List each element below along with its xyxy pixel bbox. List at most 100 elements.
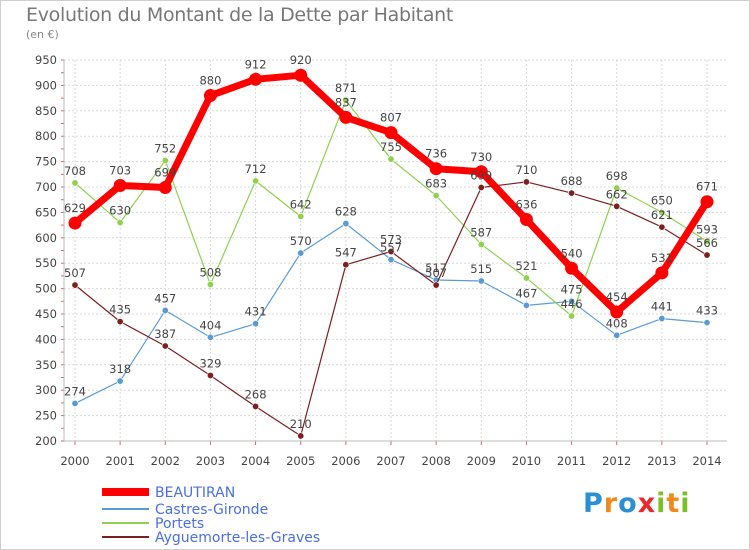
chart-title: Evolution du Montant de la Dette par Hab… — [26, 4, 454, 26]
data-label: 454 — [606, 290, 628, 304]
data-point — [565, 261, 579, 275]
data-point — [703, 319, 711, 327]
data-label: 712 — [245, 162, 267, 176]
data-point — [116, 377, 124, 385]
data-point — [700, 195, 714, 209]
logo-letter: r — [603, 488, 619, 519]
logo-letter: i — [656, 488, 667, 519]
data-label: 507 — [64, 266, 86, 280]
chart-subtitle: (en €) — [26, 28, 59, 41]
data-label: 837 — [335, 95, 357, 109]
data-label: 671 — [696, 180, 718, 194]
data-label: 475 — [561, 282, 583, 296]
data-point — [432, 192, 440, 200]
data-point — [116, 318, 124, 326]
data-label: 628 — [335, 205, 357, 219]
x-tick-label: 2008 — [422, 454, 451, 468]
data-point — [206, 333, 214, 341]
data-label: 540 — [561, 246, 583, 260]
data-point — [477, 277, 485, 285]
y-tick-label: 350 — [35, 358, 57, 372]
data-point — [342, 96, 350, 104]
data-point — [249, 72, 263, 86]
data-label: 573 — [380, 233, 402, 247]
logo-letter: i — [680, 488, 691, 519]
data-point — [158, 181, 172, 195]
x-tick-label: 2010 — [512, 454, 541, 468]
data-label: 703 — [109, 163, 131, 177]
x-tick-label: 2009 — [467, 454, 496, 468]
data-point — [613, 331, 621, 339]
data-point — [568, 189, 576, 197]
x-tick-label: 2005 — [286, 454, 315, 468]
data-point — [655, 266, 669, 280]
data-label: 404 — [199, 318, 221, 332]
data-label: 517 — [425, 261, 447, 275]
y-tick-label: 650 — [35, 205, 57, 219]
data-point — [339, 110, 353, 124]
data-point — [387, 248, 395, 256]
data-label: 710 — [515, 163, 537, 177]
x-tick-label: 2003 — [196, 454, 225, 468]
data-point — [519, 213, 533, 227]
data-label: 431 — [245, 305, 267, 319]
x-tick-label: 2000 — [60, 454, 89, 468]
y-tick-label: 950 — [35, 53, 57, 67]
data-label: 508 — [199, 266, 221, 280]
data-point — [568, 297, 576, 305]
data-label: 329 — [199, 356, 221, 370]
data-point — [522, 301, 530, 309]
data-label: 515 — [470, 262, 492, 276]
data-label: 587 — [470, 225, 492, 239]
data-label: 441 — [651, 300, 673, 314]
data-point — [387, 155, 395, 163]
x-tick-label: 2001 — [106, 454, 135, 468]
data-point — [297, 212, 305, 220]
data-point — [477, 240, 485, 248]
legend-label: Castres-Gironde — [155, 502, 268, 518]
data-label: 521 — [515, 259, 537, 273]
data-label: 433 — [696, 304, 718, 318]
data-point — [161, 157, 169, 165]
data-label: 435 — [109, 303, 131, 317]
data-point — [342, 261, 350, 269]
data-point — [161, 306, 169, 314]
y-tick-label: 450 — [35, 307, 57, 321]
data-point — [568, 312, 576, 320]
y-tick-label: 550 — [35, 256, 57, 270]
x-tick-label: 2011 — [557, 454, 586, 468]
y-tick-label: 250 — [35, 409, 57, 423]
data-point — [474, 165, 488, 179]
data-label: 446 — [561, 297, 583, 311]
data-point — [522, 178, 530, 186]
data-label: 920 — [290, 53, 312, 67]
data-label: 730 — [470, 150, 492, 164]
x-tick-label: 2014 — [692, 454, 721, 468]
logo-letter: x — [637, 488, 657, 519]
data-label: 210 — [290, 417, 312, 431]
data-point — [161, 342, 169, 350]
data-point — [71, 179, 79, 187]
data-label: 467 — [515, 286, 537, 300]
data-label: 629 — [64, 201, 86, 215]
logo-letter: P — [583, 488, 604, 519]
data-point — [116, 219, 124, 227]
y-tick-label: 750 — [35, 155, 57, 169]
data-label: 650 — [651, 193, 673, 207]
y-tick-label: 900 — [35, 78, 57, 92]
data-point — [252, 402, 260, 410]
data-point — [432, 281, 440, 289]
data-label: 593 — [696, 222, 718, 236]
x-tick-label: 2013 — [647, 454, 676, 468]
data-point — [252, 177, 260, 185]
data-point — [610, 305, 624, 319]
data-label: 387 — [154, 327, 176, 341]
y-tick-label: 850 — [35, 104, 57, 118]
x-tick-label: 2012 — [602, 454, 631, 468]
data-label: 630 — [109, 204, 131, 218]
data-label: 871 — [335, 81, 357, 95]
data-label: 736 — [425, 147, 447, 161]
data-label: 642 — [290, 197, 312, 211]
data-point — [206, 281, 214, 289]
data-label: 880 — [199, 74, 221, 88]
